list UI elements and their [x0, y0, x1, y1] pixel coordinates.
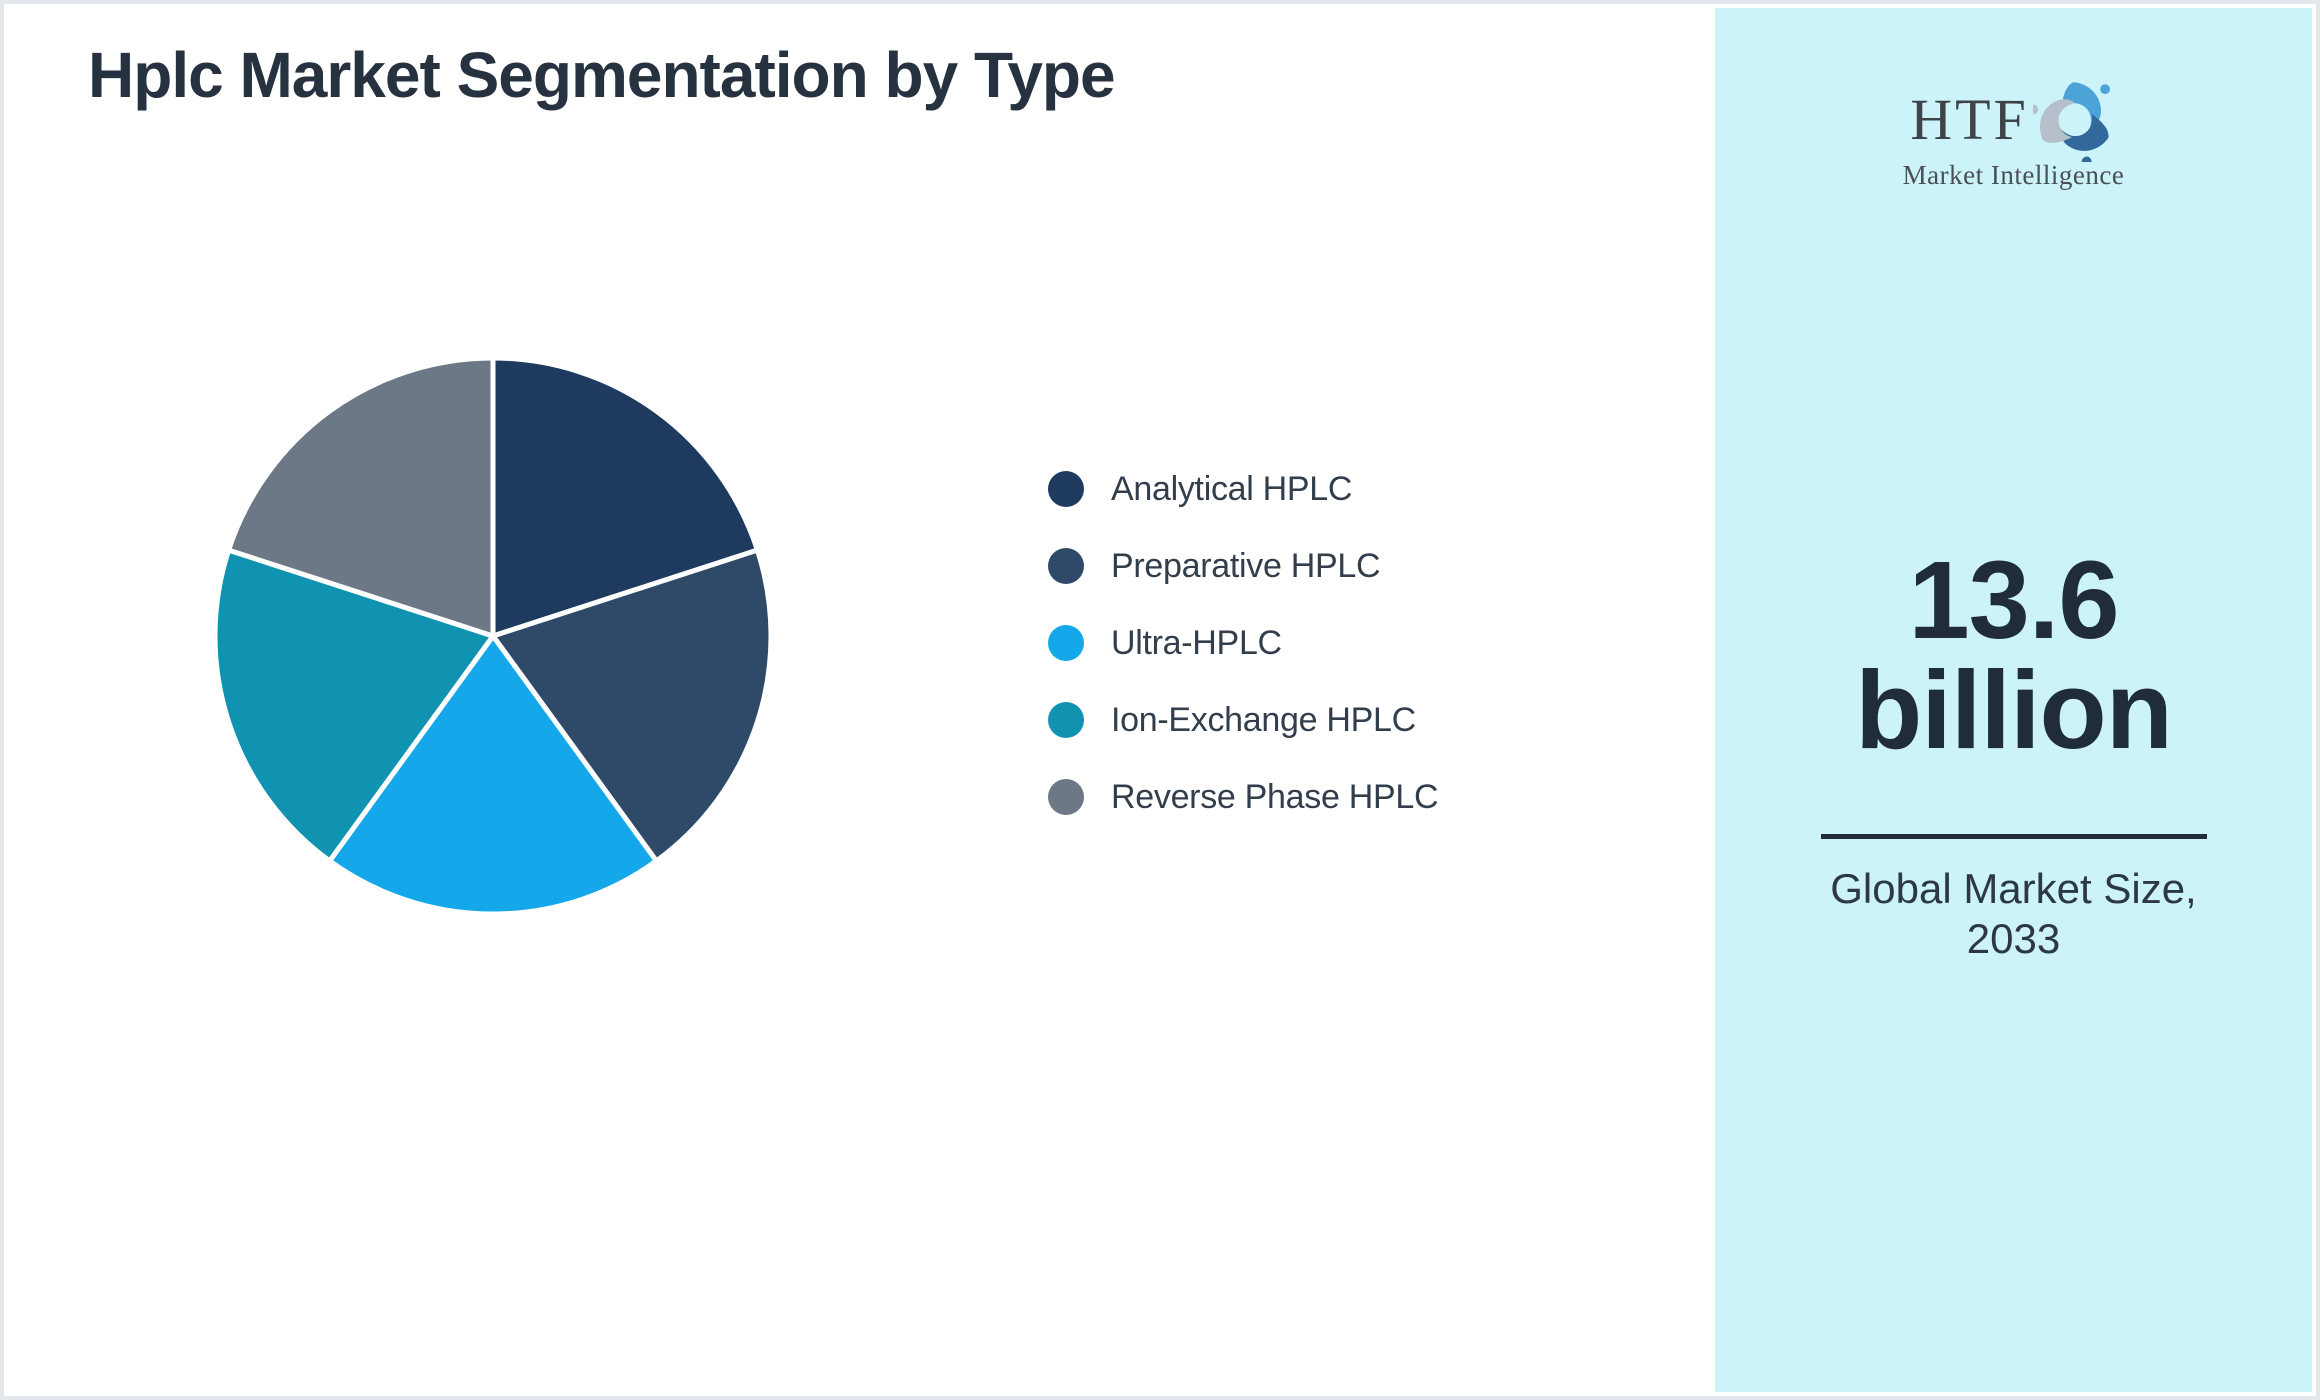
legend-label: Ultra-HPLC	[1111, 623, 1282, 662]
three-dolphins-icon	[2032, 82, 2110, 162]
legend-marker-circle-icon	[1048, 779, 1084, 815]
pie-chart	[209, 352, 777, 920]
pie-slice-ion-exchange-hplc	[212, 547, 496, 864]
sidebar: HTF Market Intelligence 13.6 billion Glo…	[1715, 8, 2312, 1392]
page-title: Hplc Market Segmentation by Type	[88, 39, 1116, 111]
legend-item-ion-exchange-hplc: Ion-Exchange HPLC	[1048, 700, 1438, 739]
dolphin-shape	[2032, 99, 2075, 143]
htf-logo-row: HTF	[1910, 78, 2117, 162]
dolphin-shape	[2059, 114, 2109, 162]
legend-item-analytical-hplc: Analytical HPLC	[1048, 469, 1438, 508]
pie-chart-svg	[212, 355, 774, 917]
htf-logo: HTF Market Intelligence	[1715, 78, 2312, 191]
pie-slice-ultra-hplc	[327, 633, 659, 917]
pie-slice-analytical-hplc	[490, 355, 760, 639]
dolphin-shape	[2061, 82, 2110, 129]
pie-slice-preparative-hplc	[490, 547, 774, 864]
legend-marker-circle-icon	[1048, 471, 1084, 507]
market-size-label: Global Market Size, 2033	[1830, 865, 2197, 962]
legend-label: Reverse Phase HPLC	[1111, 777, 1439, 816]
pie-slice-reverse-phase-hplc	[226, 355, 496, 639]
chart-legend: Analytical HPLC Preparative HPLC Ultra-HPL…	[1048, 469, 1439, 816]
legend-marker-circle-icon	[1048, 625, 1084, 661]
metric-divider	[1820, 834, 2207, 839]
legend-marker-circle-icon	[1048, 548, 1084, 584]
legend-item-preparative-hplc: Preparative HPLC	[1048, 546, 1438, 585]
legend-label: Ion-Exchange HPLC	[1111, 700, 1416, 739]
legend-label: Preparative HPLC	[1111, 546, 1381, 585]
legend-marker-circle-icon	[1048, 702, 1084, 738]
legend-item-reverse-phase-hplc: Reverse Phase HPLC	[1048, 777, 1439, 816]
market-size-value: 13.6 billion	[1855, 539, 2173, 772]
htf-logo-subtext: Market Intelligence	[1902, 160, 2125, 190]
legend-label: Analytical HPLC	[1111, 469, 1353, 508]
legend-item-ultra-hplc: Ultra-HPLC	[1048, 623, 1438, 662]
htf-logo-text: HTF	[1910, 87, 2029, 152]
